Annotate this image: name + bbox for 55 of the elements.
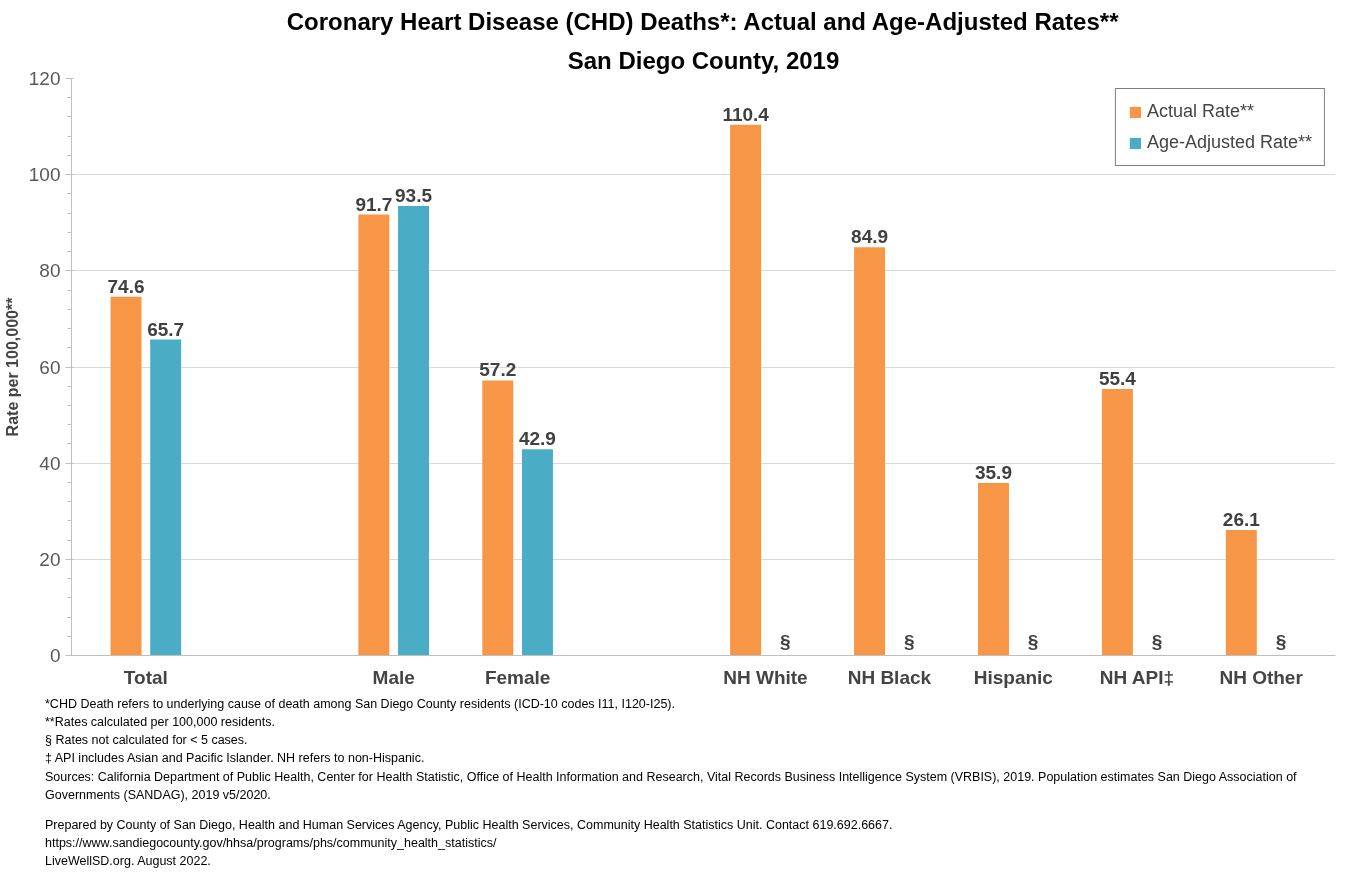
- bar: [1101, 389, 1133, 656]
- text: §: [1151, 630, 1163, 652]
- data-label: 42.9: [518, 428, 556, 450]
- chart-subtitle: San Diego County, 2019: [567, 46, 840, 74]
- data-label: 26.1: [1222, 509, 1261, 530]
- data-label: 55.4: [1098, 368, 1137, 390]
- text: §: [1027, 630, 1039, 652]
- chart-title: Coronary Heart Disease (CHD) Deaths*: Actual and Age-Adjusted Rates**: [286, 7, 1120, 35]
- x-tick-label: NH White: [723, 666, 808, 688]
- text: *CHD Death refers to underlying cause of death among San Diego County residents (ICD-10 codes I11, I120-I25).: [45, 696, 676, 713]
- x-tick-label: Male: [372, 666, 415, 688]
- y-tick-label: 0: [49, 645, 61, 666]
- data-label: 74.6: [107, 275, 145, 297]
- data-label: 93.5: [395, 184, 433, 206]
- text: https://www.sandiegocounty.gov/hhsa/programs/phs/community_health_statistics/: [45, 834, 498, 852]
- text: Prepared by County of San Diego, Health and Human Services Agency, Public Health Services, Community Health Statistics Unit. Contact 619.692.6667.: [45, 816, 894, 834]
- x-tick-label: NH API‡: [1099, 666, 1175, 688]
- text: §: [903, 630, 915, 652]
- bar: [854, 247, 886, 656]
- data-label: 91.7: [355, 193, 393, 215]
- bar: [482, 380, 514, 656]
- text: §: [780, 630, 791, 652]
- data-label: 84.9: [851, 226, 889, 248]
- data-label: 65.7: [147, 318, 185, 340]
- bar: [977, 482, 1009, 656]
- bar: [358, 214, 390, 656]
- x-tick-label: Female: [484, 666, 551, 688]
- text: ‡ API includes Asian and Pacific Islander. NH refers to non-Hispanic.: [45, 750, 426, 768]
- legend-label: Age-Adjusted Rate**: [1146, 132, 1312, 153]
- y-tick-label: 80: [39, 260, 61, 282]
- source-note: Sources: California Department of Public Health, Center for Health Statistic, Office of Health Information and Research, Vital Records Business Intelligence System (VRBIS), 2019. Population estimates San Diego Association of Governments (SANDAG), 2019 v5/2020.: [45, 768, 1298, 804]
- bar: [110, 296, 142, 656]
- x-tick-label: NH Black: [847, 666, 932, 688]
- text: § Rates not calculated for < 5 cases.: [45, 732, 249, 750]
- bar: [150, 339, 182, 656]
- y-tick-label: 20: [39, 548, 61, 570]
- text: **Rates calculated per 100,000 residents.: [45, 714, 276, 732]
- y-tick-label: 40: [39, 452, 61, 474]
- y-axis-title: Rate per 100,000**: [3, 296, 21, 437]
- text: LiveWellSD.org. August 2022.: [45, 853, 212, 870]
- x-tick-label: Hispanic: [973, 666, 1054, 688]
- data-label: 110.4: [722, 103, 770, 125]
- x-tick-label: NH Other: [1219, 666, 1304, 688]
- legend-label: Actual Rate**: [1146, 101, 1254, 122]
- data-label: 57.2: [479, 359, 517, 381]
- text: §: [1275, 630, 1287, 652]
- bar: [730, 124, 762, 656]
- y-tick-label: 60: [39, 356, 61, 378]
- bar: [521, 449, 553, 656]
- x-tick-label: Total: [123, 666, 168, 688]
- y-tick-label: 100: [28, 164, 61, 186]
- bar: [1225, 530, 1257, 656]
- bar: [398, 205, 430, 656]
- data-label: 35.9: [974, 461, 1012, 483]
- y-tick-label: 120: [28, 68, 61, 89]
